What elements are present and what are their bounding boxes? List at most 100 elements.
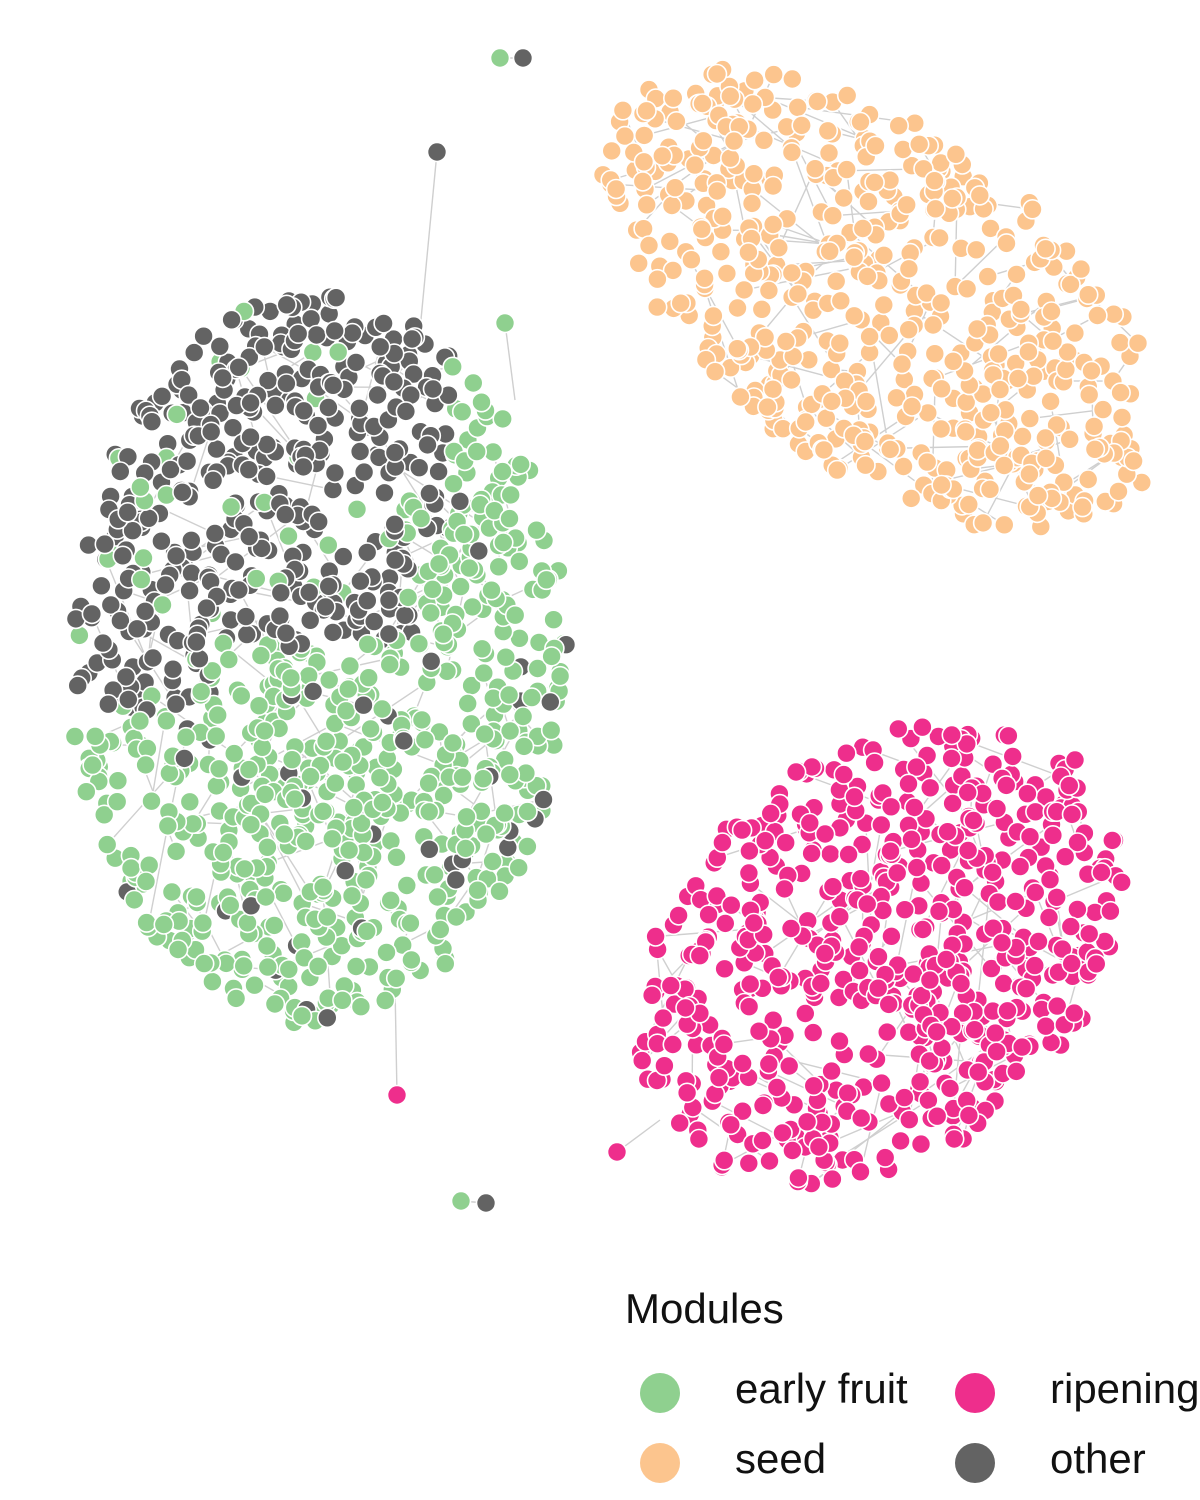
edge bbox=[1029, 408, 1104, 420]
node-seed bbox=[719, 147, 741, 169]
node-early-fruit bbox=[343, 797, 365, 818]
node-seed bbox=[1035, 238, 1056, 260]
node-seed bbox=[1018, 341, 1039, 363]
node-other bbox=[356, 542, 378, 563]
node-seed bbox=[966, 318, 988, 340]
node-ripening bbox=[871, 1072, 892, 1094]
node-other bbox=[322, 622, 344, 643]
node-early-fruit bbox=[156, 710, 177, 732]
node-ripening bbox=[739, 840, 760, 862]
node-ripening bbox=[864, 752, 885, 773]
node-seed bbox=[818, 142, 840, 164]
node-ripening bbox=[887, 718, 909, 740]
node-seed bbox=[1059, 428, 1080, 450]
node-other bbox=[100, 594, 122, 616]
node-other bbox=[238, 459, 260, 481]
node-early-fruit bbox=[131, 569, 152, 590]
node-seed bbox=[898, 319, 920, 341]
node-early-fruit bbox=[332, 751, 354, 773]
node-early-fruit bbox=[190, 681, 212, 703]
node-early-fruit bbox=[549, 665, 571, 687]
node-early-fruit bbox=[165, 841, 187, 862]
node-other bbox=[275, 622, 297, 644]
node-seed bbox=[929, 227, 950, 249]
node-seed bbox=[691, 218, 713, 240]
edge bbox=[150, 716, 167, 802]
node-ripening bbox=[822, 876, 844, 898]
node-seed bbox=[1041, 301, 1062, 322]
node-ripening bbox=[870, 814, 892, 836]
node-early-fruit bbox=[369, 767, 391, 789]
node-seed bbox=[829, 332, 851, 354]
node-other bbox=[270, 582, 292, 604]
node-early-fruit bbox=[355, 869, 377, 891]
node-ripening bbox=[714, 958, 735, 980]
node-early-fruit bbox=[445, 906, 467, 928]
node-other bbox=[179, 580, 200, 602]
node-other bbox=[468, 540, 490, 562]
node-other bbox=[67, 675, 88, 696]
node-early-fruit bbox=[513, 736, 535, 757]
node-other bbox=[325, 287, 347, 309]
node-seed bbox=[768, 237, 790, 259]
node-ripening bbox=[931, 855, 953, 876]
edge bbox=[964, 300, 1047, 372]
node-ripening bbox=[766, 1077, 788, 1098]
node-other bbox=[134, 600, 156, 622]
node-other bbox=[293, 456, 314, 478]
node-ripening bbox=[720, 1114, 742, 1136]
node-other bbox=[225, 551, 246, 573]
node-seed bbox=[758, 280, 780, 301]
node-seed bbox=[901, 396, 923, 417]
legend-label-ripening: ripening bbox=[1050, 1365, 1200, 1412]
edge bbox=[504, 322, 516, 401]
node-ripening bbox=[654, 1055, 675, 1076]
node-ripening bbox=[850, 1107, 872, 1129]
node-ripening bbox=[1059, 775, 1080, 796]
node-early-fruit bbox=[321, 828, 343, 850]
node-other bbox=[193, 325, 214, 347]
node-ripening bbox=[890, 1130, 911, 1152]
node-ripening bbox=[956, 733, 978, 755]
node-early-fruit bbox=[541, 646, 562, 667]
node-early-fruit bbox=[428, 553, 450, 575]
node-other bbox=[349, 397, 370, 419]
node-seed bbox=[744, 69, 766, 91]
node-ripening bbox=[981, 958, 1002, 979]
node-seed bbox=[730, 386, 751, 408]
node-early-fruit bbox=[317, 534, 339, 556]
node-early-fruit bbox=[429, 919, 451, 940]
node-other bbox=[363, 611, 385, 632]
node-early-fruit bbox=[341, 885, 363, 907]
node-early-fruit bbox=[492, 408, 514, 430]
node-ripening bbox=[732, 1053, 753, 1074]
node-other bbox=[236, 624, 258, 645]
node-early-fruit bbox=[291, 1005, 313, 1027]
node-early-fruit bbox=[327, 341, 349, 363]
node-other bbox=[206, 438, 227, 460]
node-early-fruit bbox=[510, 454, 532, 475]
node-other bbox=[117, 501, 138, 523]
node-seed bbox=[605, 178, 627, 200]
node-early-fruit bbox=[350, 996, 372, 1018]
node-other bbox=[190, 397, 211, 419]
node-ripening bbox=[1064, 1002, 1085, 1024]
node-other bbox=[420, 650, 442, 672]
node-ripening bbox=[675, 997, 696, 1019]
node-other bbox=[204, 523, 226, 544]
node-ripening bbox=[906, 756, 927, 778]
node-ripening bbox=[878, 994, 900, 1015]
node-ripening bbox=[662, 1034, 684, 1055]
node-other bbox=[276, 294, 298, 316]
node-early-fruit bbox=[264, 993, 286, 1015]
node-seed bbox=[819, 241, 841, 262]
node-other bbox=[274, 504, 296, 525]
edge bbox=[419, 151, 438, 331]
node-early-fruit bbox=[458, 557, 480, 579]
edge bbox=[394, 984, 398, 1096]
node-other bbox=[324, 320, 346, 342]
node-ripening bbox=[1025, 882, 1046, 903]
node-seed bbox=[854, 431, 876, 452]
node-other bbox=[408, 457, 430, 479]
legend-title: Modules bbox=[625, 1285, 784, 1332]
